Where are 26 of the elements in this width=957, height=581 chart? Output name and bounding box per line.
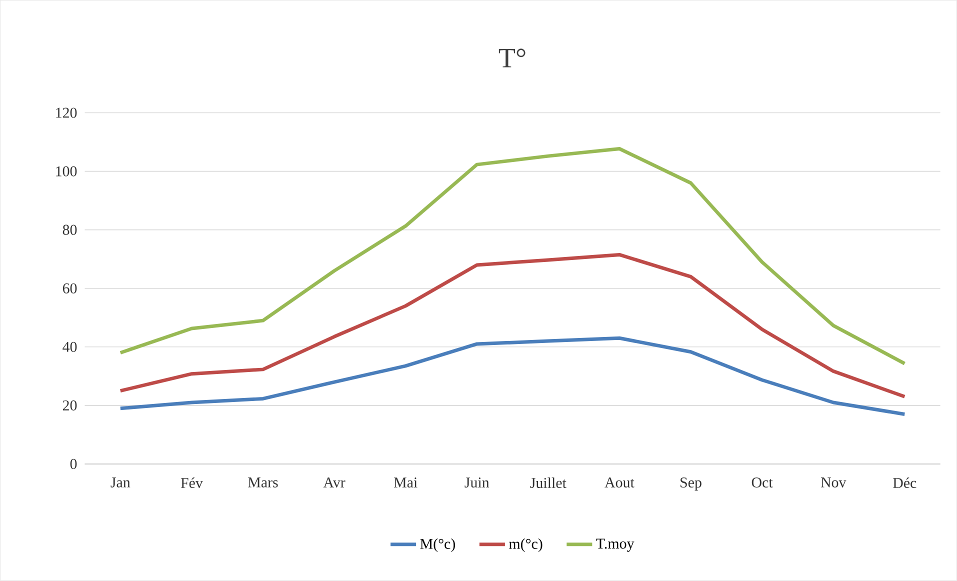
x-tick-label: Mars [248, 478, 278, 488]
y-tick-label: 80 [62, 224, 77, 235]
y-tick-label: 0 [70, 459, 77, 470]
legend-label: m(°c) [509, 538, 542, 552]
x-tick-label: Mai [394, 478, 418, 488]
line-series [118, 147, 906, 366]
x-tick-label: Nov [820, 478, 846, 488]
y-tick-label: 60 [62, 283, 77, 294]
chart-title: T° [498, 48, 526, 68]
y-tick-label: 40 [62, 342, 77, 352]
y-tick-label: 120 [56, 108, 77, 118]
x-tick-label: Sep [680, 478, 702, 491]
line-series [118, 253, 906, 399]
x-tick-label: Juillet [530, 478, 566, 488]
x-tick-label: Aout [604, 478, 634, 488]
x-tick-label: Juin [464, 478, 490, 488]
line-series [118, 336, 906, 416]
legend-label: M(°c) [420, 538, 456, 552]
legend-label: T.moy [596, 538, 634, 552]
x-tick-label: Jan [110, 478, 130, 488]
x-tick-label: Fév [180, 478, 203, 488]
x-tick-label: Oct [752, 478, 773, 488]
y-tick-label: 100 [56, 166, 77, 176]
x-tick-label: Avr [323, 478, 346, 488]
x-tick-label: Déc [893, 478, 916, 488]
y-tick-label: 20 [62, 400, 77, 411]
